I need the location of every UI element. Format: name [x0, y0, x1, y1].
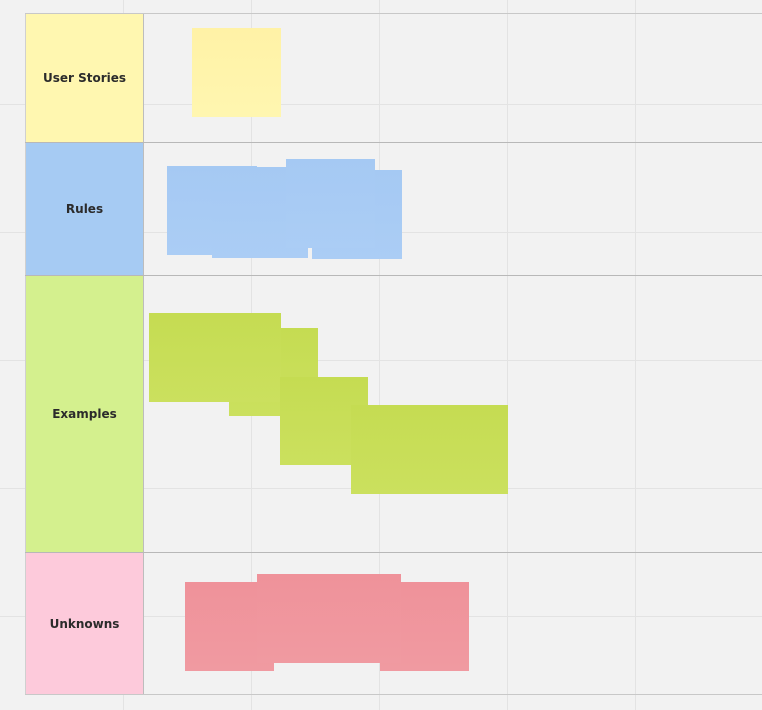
- row-label: Examples: [52, 407, 117, 421]
- row-header-examples[interactable]: Examples: [25, 276, 144, 552]
- row-label: Rules: [65, 202, 104, 216]
- frame-bottom-border: [25, 694, 762, 695]
- row-separator: [25, 275, 762, 276]
- row-label: Unknowns: [49, 616, 120, 631]
- sticky-note-yellow[interactable]: [192, 28, 281, 117]
- row-label: User Stories: [42, 71, 127, 85]
- sticky-note-green[interactable]: [420, 405, 508, 494]
- row-header-unknowns[interactable]: Unknowns: [25, 553, 144, 694]
- row-header-rules[interactable]: Rules: [25, 143, 144, 275]
- row-separator: [25, 142, 762, 143]
- sticky-note-green[interactable]: [191, 313, 281, 402]
- frame-top-border: [25, 13, 762, 14]
- sticky-note-blue[interactable]: [286, 159, 375, 248]
- row-separator: [25, 552, 762, 553]
- row-header-user-stories[interactable]: User Stories: [25, 14, 144, 142]
- sticky-note-red[interactable]: [313, 574, 401, 663]
